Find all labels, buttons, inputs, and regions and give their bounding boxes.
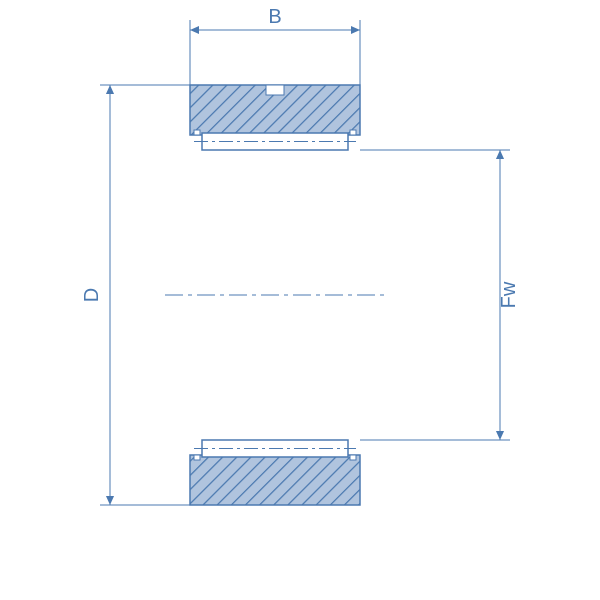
label-width: B [268, 6, 281, 28]
label-inner-diameter: Fw [498, 281, 520, 308]
lubrication-notch [266, 85, 284, 95]
bearing-cross-section-diagram: B D Fw [0, 0, 600, 600]
outer-ring-bottom [190, 455, 360, 505]
label-outer-diameter: D [81, 288, 103, 302]
